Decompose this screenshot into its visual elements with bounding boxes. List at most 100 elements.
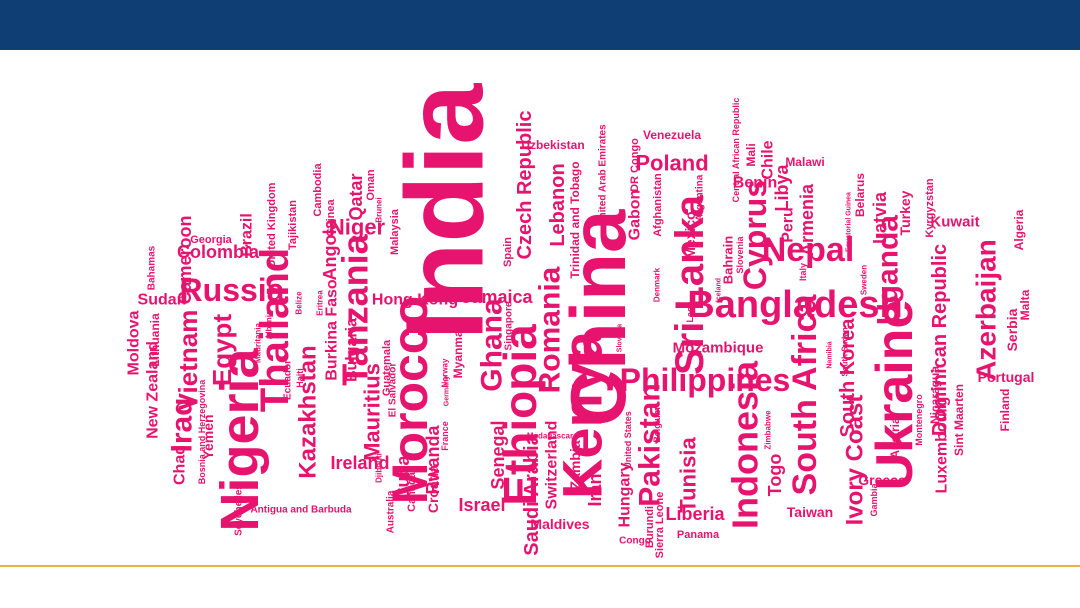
cloud-word: Oman bbox=[365, 169, 377, 200]
cloud-word: Czech Republic bbox=[514, 111, 536, 260]
cloud-word: Guinea bbox=[325, 198, 337, 236]
cloud-word: Namibia bbox=[827, 341, 834, 368]
cloud-word: Hungary bbox=[617, 462, 634, 527]
cloud-word: Angola bbox=[320, 219, 340, 281]
cloud-word: Morocco bbox=[382, 296, 438, 504]
cloud-word: United Arab Emirates bbox=[598, 124, 609, 226]
cloud-word: Lithuania bbox=[148, 313, 162, 367]
cloud-word: Peru bbox=[780, 207, 797, 243]
cloud-word: Haiti bbox=[295, 368, 305, 388]
cloud-word: Antigua and Barbuda bbox=[250, 505, 352, 516]
cloud-word: Mexico bbox=[682, 211, 698, 258]
cloud-word: Poland bbox=[635, 151, 708, 176]
cloud-word: Kuwait bbox=[930, 214, 979, 231]
cloud-word: Germany bbox=[444, 376, 451, 406]
cloud-word: Djibouti bbox=[375, 453, 384, 483]
cloud-word: Togo bbox=[765, 454, 785, 497]
cloud-word: Niger bbox=[329, 215, 386, 240]
cloud-word: Philippines bbox=[620, 362, 791, 398]
cloud-word: Nigeria bbox=[210, 348, 270, 532]
cloud-word: Cameroon bbox=[175, 215, 195, 304]
cloud-word: El Salvador bbox=[388, 363, 399, 418]
cloud-word: Sierra Leone bbox=[654, 492, 666, 559]
cloud-word: Zimbabwe bbox=[764, 410, 773, 450]
cloud-word: Bulgaria bbox=[344, 318, 361, 382]
cloud-word: South Sudan bbox=[841, 327, 850, 376]
cloud-word: Bahamas bbox=[147, 245, 158, 290]
cloud-word: Switzerland bbox=[544, 421, 561, 510]
cloud-word: Kazakhstan bbox=[295, 345, 322, 478]
cloud-word: Bosnia and Herzegovina bbox=[197, 379, 207, 485]
cloud-word: Tajikistan bbox=[287, 200, 299, 250]
cloud-word: Nepal bbox=[762, 231, 855, 269]
cloud-word: Sudan bbox=[138, 292, 187, 309]
cloud-word: Cambodia bbox=[312, 163, 324, 217]
cloud-word: Finland bbox=[998, 389, 1012, 432]
cloud-word: China bbox=[554, 209, 642, 426]
cloud-word: Thailand bbox=[253, 248, 297, 412]
cloud-word: Sint Maarten bbox=[952, 384, 966, 456]
cloud-word: Iran bbox=[585, 473, 605, 506]
cloud-word: Taiwan bbox=[787, 504, 833, 520]
cloud-word: Tanzania bbox=[335, 233, 376, 385]
cloud-word: Malaysia bbox=[389, 208, 401, 255]
cloud-word: Portugal bbox=[978, 369, 1035, 385]
cloud-word: Argentina bbox=[695, 174, 706, 221]
cloud-word: Armenia bbox=[797, 183, 817, 256]
cloud-word: Norway bbox=[441, 358, 450, 387]
cloud-word: Belgium bbox=[652, 407, 662, 443]
cloud-word: France bbox=[440, 421, 450, 451]
cloud-word: Eritrea bbox=[316, 290, 325, 316]
cloud-word: Georgia bbox=[190, 234, 232, 246]
cloud-word: South Korea bbox=[837, 318, 859, 438]
cloud-word: Belarus bbox=[853, 173, 867, 217]
cloud-word: Latvia bbox=[870, 191, 890, 244]
cloud-word: Laos bbox=[685, 301, 695, 322]
cloud-word: Mozambique bbox=[673, 340, 764, 357]
cloud-word: Greece bbox=[858, 472, 906, 488]
cloud-word: Uganda bbox=[872, 215, 905, 325]
cloud-word: Madagascar bbox=[527, 432, 573, 441]
cloud-word: Chile bbox=[760, 140, 777, 179]
cloud-word: New Zealand bbox=[145, 341, 162, 439]
cloud-word: Benin bbox=[733, 175, 777, 192]
cloud-word: Sri Lanka bbox=[668, 194, 712, 375]
cloud-word: Bangladesh bbox=[687, 284, 902, 326]
cloud-word: Kenya bbox=[551, 330, 614, 499]
cloud-word: Brunei bbox=[375, 197, 384, 222]
cloud-word: Equatorial Guinea bbox=[846, 192, 853, 252]
cloud-word: Croatia bbox=[425, 465, 441, 513]
cloud-word: Spain bbox=[502, 237, 514, 267]
cloud-word: Rwanda bbox=[423, 425, 443, 495]
cloud-word: Colombia bbox=[177, 242, 260, 262]
cloud-word: Brazil bbox=[239, 213, 256, 257]
cloud-word: Myanmar bbox=[451, 325, 465, 378]
cloud-word: Slovenia bbox=[735, 235, 745, 273]
cloud-word: Hong Kong bbox=[372, 292, 458, 309]
header-bar bbox=[0, 0, 1080, 50]
cloud-word: Afghanistan bbox=[652, 173, 664, 237]
cloud-word: Liberia bbox=[665, 504, 725, 524]
cloud-word: Luxembourg bbox=[934, 397, 951, 494]
cloud-word: Central African Republic bbox=[731, 98, 741, 203]
cloud-word: Lebanon bbox=[547, 163, 569, 246]
cloud-word: Denmark bbox=[653, 267, 662, 302]
cloud-word: Bahrain bbox=[721, 236, 736, 284]
cloud-word: India bbox=[384, 83, 507, 341]
cloud-word: Ireland bbox=[330, 453, 389, 473]
cloud-word: Albania bbox=[265, 310, 274, 339]
cloud-word: Guatemala bbox=[381, 339, 393, 396]
cloud-word: Turkey bbox=[897, 190, 913, 235]
cloud-word: Ethiopia bbox=[494, 324, 546, 506]
cloud-word: Malta bbox=[1018, 289, 1032, 320]
cloud-word: Chad bbox=[172, 445, 189, 485]
cloud-word: Libya bbox=[772, 164, 792, 212]
cloud-word: Canada bbox=[406, 471, 418, 512]
cloud-word: Egypt bbox=[207, 314, 237, 387]
cloud-word: Yemen bbox=[200, 414, 216, 459]
cloud-word: Seychelles bbox=[234, 484, 245, 536]
cloud-word: Montenegro bbox=[914, 394, 924, 446]
cloud-word: Gambia bbox=[869, 483, 879, 517]
cloud-word: Vietnam bbox=[173, 310, 203, 411]
cloud-word: Sweden bbox=[860, 265, 869, 295]
